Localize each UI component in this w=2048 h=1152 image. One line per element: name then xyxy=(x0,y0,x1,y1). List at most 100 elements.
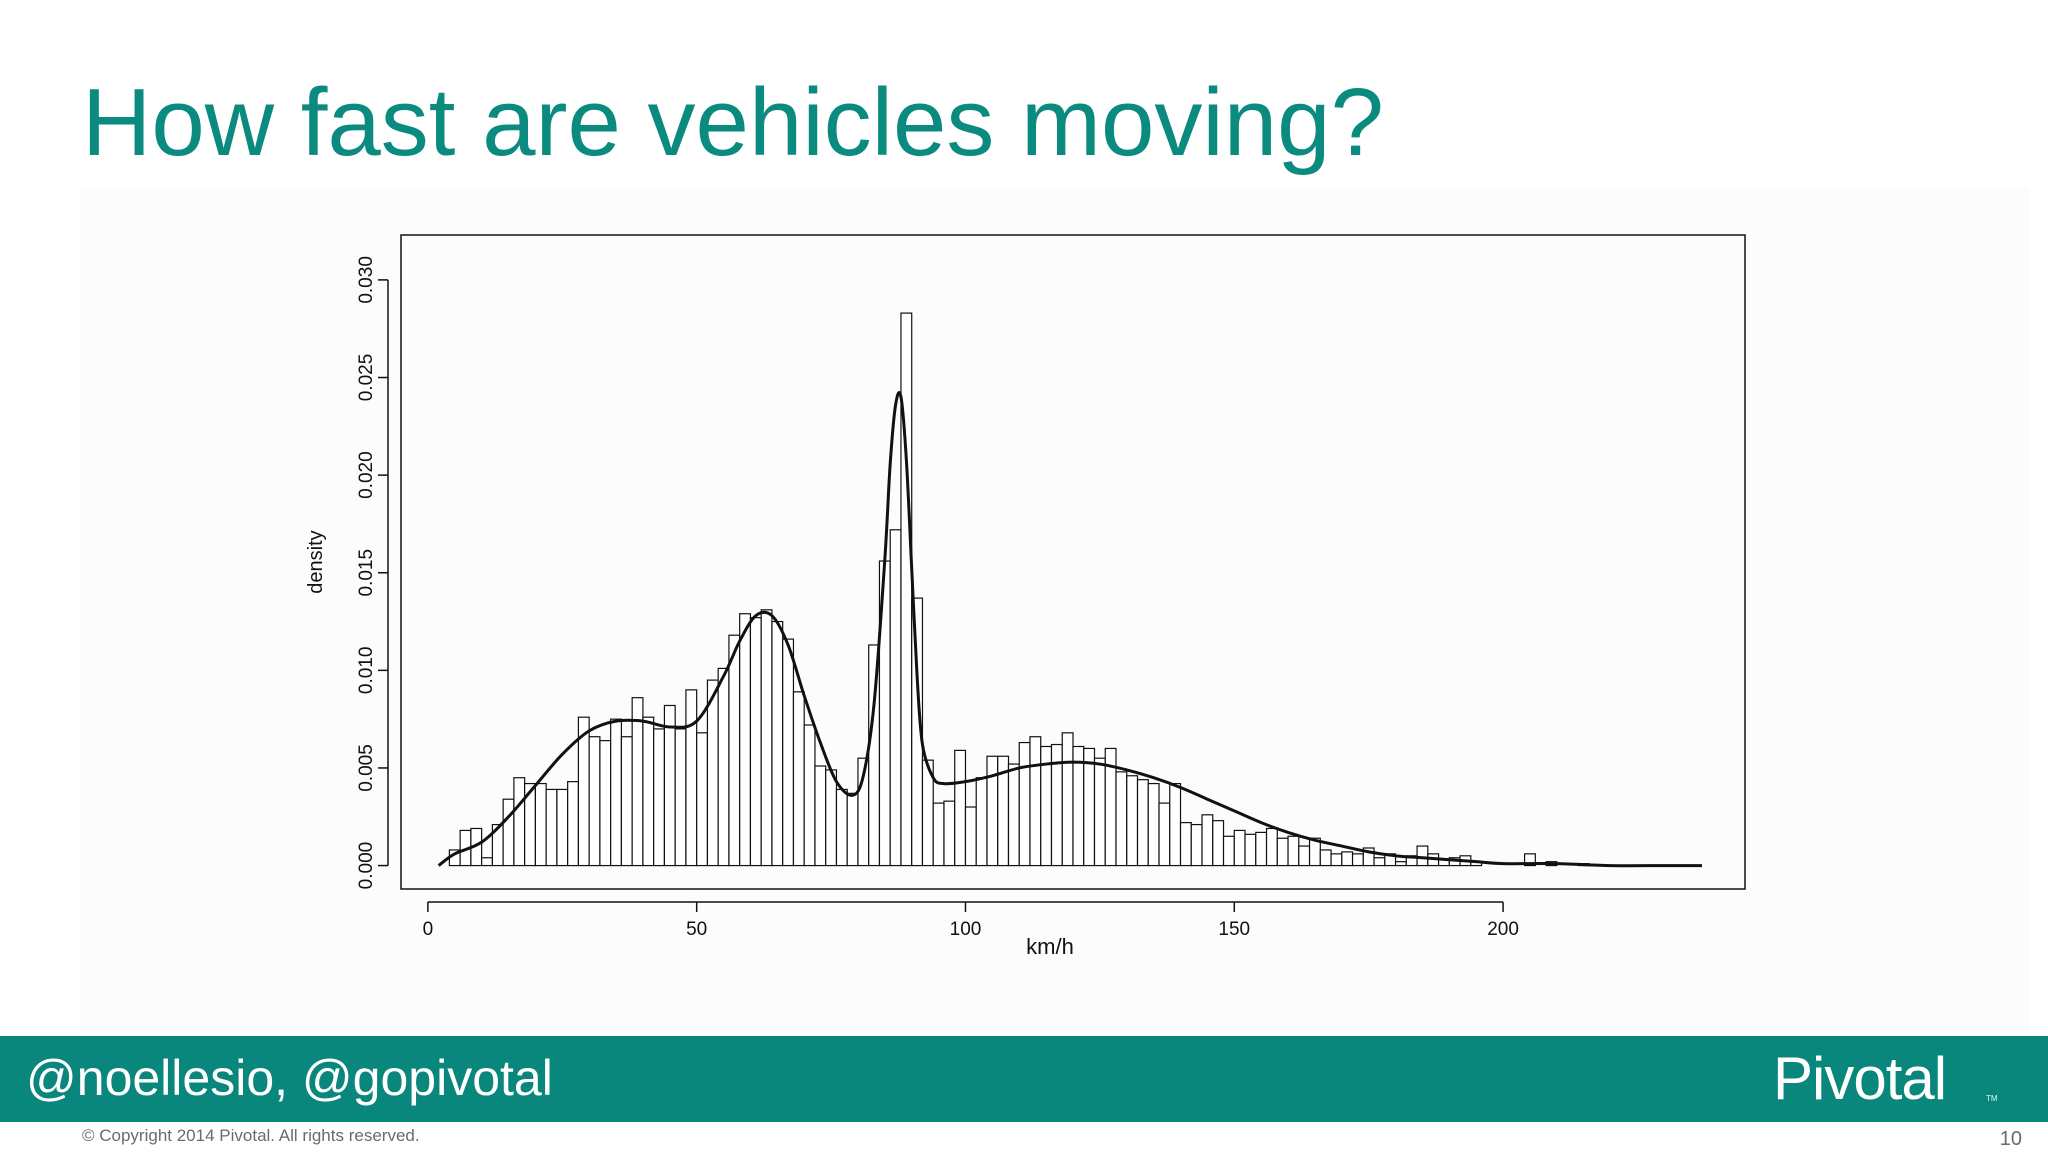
histogram-bar xyxy=(932,802,945,867)
histogram-bar xyxy=(1351,853,1364,867)
histogram-bar xyxy=(706,679,719,867)
histogram-bar xyxy=(1362,847,1375,867)
histogram-bar xyxy=(1373,857,1386,867)
histogram-bar xyxy=(1330,853,1343,867)
histogram-bar xyxy=(1093,757,1106,867)
histogram-bar xyxy=(868,644,881,867)
histogram-bar xyxy=(1147,782,1160,867)
histogram-bar xyxy=(1018,741,1031,867)
pivotal-logo: Pivotal xyxy=(1773,1045,1947,1112)
histogram-bar xyxy=(534,782,547,867)
page-number: 10 xyxy=(1999,1128,2022,1150)
histogram-bar xyxy=(1061,732,1074,867)
y-tick-label: 0.025 xyxy=(356,354,377,402)
x-axis-label: km/h xyxy=(1026,934,1074,959)
histogram-bar xyxy=(803,724,816,867)
footer-band: @noellesio, @gopivotal Pivotal TM xyxy=(0,1036,2048,1122)
x-tick-label: 100 xyxy=(950,919,982,940)
histogram-bar xyxy=(1276,837,1289,867)
histogram-bar xyxy=(685,689,698,867)
histogram-bar xyxy=(610,718,623,867)
x-tick-label: 50 xyxy=(686,919,707,940)
histogram-bar xyxy=(1179,822,1192,867)
histogram-bar xyxy=(717,667,730,867)
histogram-bar xyxy=(1394,861,1407,867)
histogram-bar xyxy=(749,617,762,867)
y-tick-label: 0.015 xyxy=(356,549,377,597)
histogram-bar xyxy=(1083,747,1096,867)
histogram-bar xyxy=(771,620,784,867)
histogram-bar xyxy=(1126,775,1139,867)
y-axis: 0.000 0.005 0.010 0.015 0.020 0.025 0.030 xyxy=(356,256,389,890)
histogram-bar xyxy=(889,529,902,867)
histogram-bar xyxy=(653,728,666,867)
histogram-bar xyxy=(556,788,569,867)
histogram-bar xyxy=(599,740,612,867)
y-tick-label: 0.010 xyxy=(356,647,377,695)
histogram-bar xyxy=(1201,814,1214,867)
histogram-bar xyxy=(760,609,773,867)
x-tick-label: 150 xyxy=(1218,919,1250,940)
histogram-bar xyxy=(1212,820,1225,867)
histogram-bar xyxy=(1007,763,1020,867)
histogram-bar xyxy=(846,792,859,867)
histogram-bar xyxy=(975,777,988,867)
histogram-bar xyxy=(1222,835,1235,867)
copyright-notice: © Copyright 2014 Pivotal. All rights res… xyxy=(82,1126,420,1145)
x-axis: 0 50 100 150 200 xyxy=(423,901,1519,940)
histogram-bar xyxy=(825,769,838,867)
histogram-bar xyxy=(674,728,687,867)
y-tick-label: 0.000 xyxy=(356,842,377,890)
histogram-bar xyxy=(728,634,741,867)
histogram-bar xyxy=(1416,845,1429,867)
histogram-bar xyxy=(1255,831,1268,867)
histogram-bar xyxy=(792,691,805,867)
histogram-bar xyxy=(814,765,827,867)
histogram-bar xyxy=(642,716,655,867)
histogram-bar xyxy=(696,732,709,867)
histogram-bar xyxy=(663,704,676,867)
histogram-bar xyxy=(1029,736,1042,867)
histogram-bar xyxy=(1319,849,1332,867)
histogram-bar xyxy=(1244,833,1257,867)
histogram-bar xyxy=(1115,771,1128,867)
x-tick-label: 0 xyxy=(423,919,434,940)
histogram-bar xyxy=(545,788,558,867)
histogram-bar xyxy=(1265,827,1278,867)
histogram-bar xyxy=(943,800,956,867)
histogram-bar xyxy=(900,312,913,867)
histogram-bar xyxy=(620,736,633,867)
histogram-bar xyxy=(1136,779,1149,867)
chart-background xyxy=(80,186,2030,1034)
histogram-bar xyxy=(964,806,977,867)
slide-title: How fast are vehicles moving? xyxy=(82,69,1384,176)
histogram-bar xyxy=(911,597,924,867)
y-tick-label: 0.020 xyxy=(356,451,377,499)
histogram-bar xyxy=(502,798,515,867)
histogram-bar xyxy=(513,777,526,867)
histogram-bar xyxy=(631,697,644,867)
footer-handle: @noellesio, @gopivotal xyxy=(26,1050,553,1106)
histogram-bar xyxy=(1523,853,1536,867)
histogram-bar xyxy=(782,638,795,867)
y-axis-label: density xyxy=(305,530,327,593)
histogram-bar xyxy=(1341,851,1354,867)
histogram-bar xyxy=(986,755,999,867)
y-tick-label: 0.030 xyxy=(356,256,377,304)
histogram-bar xyxy=(1298,845,1311,867)
histogram-bar xyxy=(1190,823,1203,867)
logo-trademark: TM xyxy=(1986,1094,1998,1103)
histogram-bar xyxy=(739,613,752,867)
histogram-bar xyxy=(1158,802,1171,867)
y-tick-label: 0.005 xyxy=(356,744,377,792)
histogram-bar xyxy=(1287,835,1300,867)
histogram-bar xyxy=(481,857,493,867)
histogram-bar xyxy=(1169,782,1182,867)
x-tick-label: 200 xyxy=(1487,919,1519,940)
histogram-bar xyxy=(835,788,848,867)
density-curve xyxy=(437,391,1702,868)
histogram-bar xyxy=(1233,829,1246,867)
histogram-bar xyxy=(567,781,580,867)
histogram-bars xyxy=(448,312,1590,867)
